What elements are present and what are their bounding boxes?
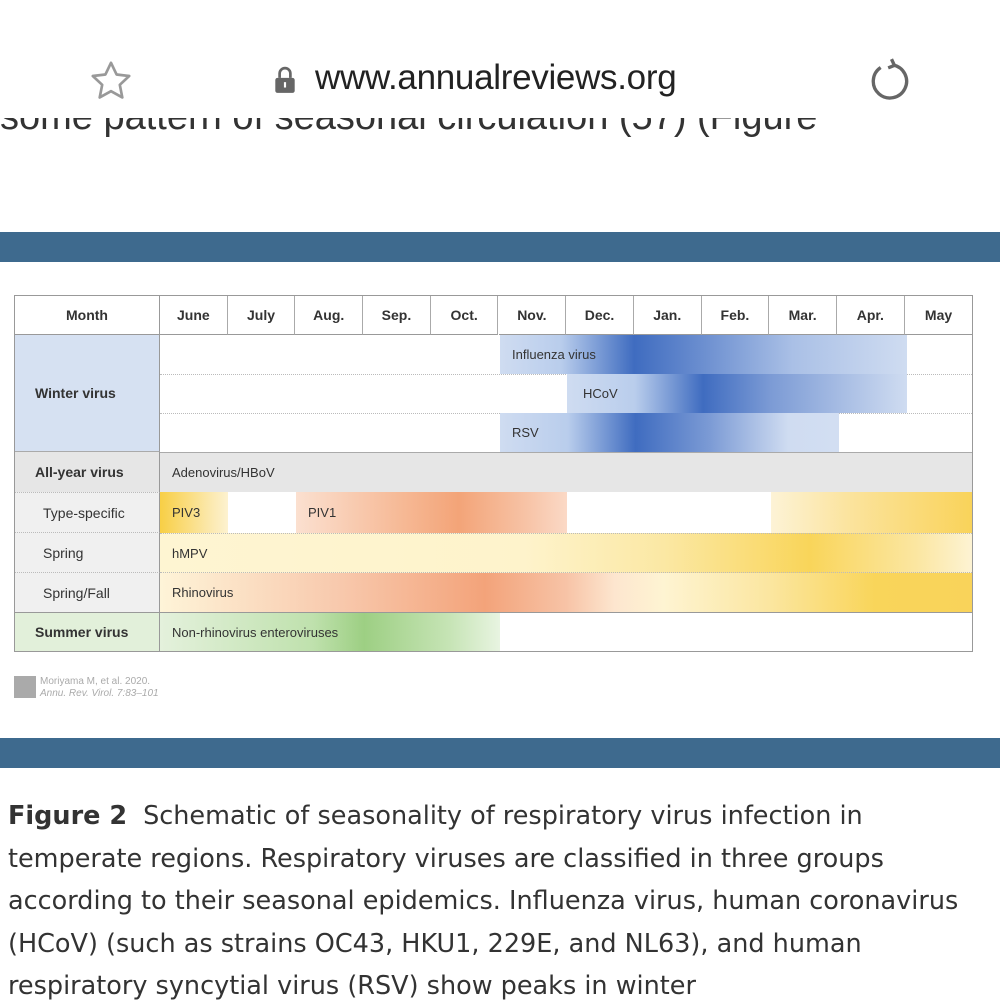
figure-credit: Moriyama M, et al. 2020. Annu. Rev. Virol… <box>14 676 159 700</box>
header-month-cell: Jan. <box>633 296 702 335</box>
header-month-cell: Mar. <box>769 296 837 335</box>
header-month-cell: Aug. <box>295 296 364 335</box>
credit-line-2: Annu. Rev. Virol. 7:83–101 <box>40 688 159 699</box>
bar-rhinovirus: Rhinovirus <box>160 573 972 613</box>
credit-line-1: Moriyama M, et al. 2020. <box>40 676 151 687</box>
bar-influenza: Influenza virus <box>500 335 907 374</box>
header-month-cell: Nov. <box>498 296 567 335</box>
header-month-cell: Sep. <box>363 296 431 335</box>
bar-piv3-spring <box>771 492 972 533</box>
header-month-cell: June <box>160 296 228 335</box>
header-month-cell: Feb. <box>701 296 770 335</box>
header-month-cell: Oct. <box>430 296 499 335</box>
group-winter: Winter virus <box>15 335 160 452</box>
bar-rsv: RSV <box>500 413 839 452</box>
header-month-cell: May <box>904 296 973 335</box>
header-month-cell: Dec. <box>566 296 634 335</box>
figure-caption: Figure 2 Schematic of seasonality of resp… <box>8 795 998 1008</box>
seasonality-table: Month June July Aug. Sep. Oct. Nov. Dec. Jan. Fe… <box>14 295 973 652</box>
reload-icon[interactable] <box>864 56 914 106</box>
caption-text: Schematic of seasonality of respiratory … <box>8 801 959 1001</box>
bar-piv1: PIV1 <box>296 492 567 533</box>
figure-bottom-band <box>0 738 1000 768</box>
bar-hmpv: hMPV <box>160 533 972 573</box>
bar-adenovirus-hboV: Adenovirus/HBoV <box>160 452 972 492</box>
lock-icon <box>275 66 295 93</box>
header-month: Month <box>15 296 160 335</box>
group-summer: Summer virus <box>15 613 160 651</box>
bar-piv3: PIV3 <box>160 492 228 533</box>
figure-top-band <box>0 232 1000 262</box>
group-spring-fall: Spring/Fall <box>15 573 160 613</box>
group-type-specific: Type-specific <box>15 492 160 533</box>
bar-hcov: HCoV <box>567 374 907 413</box>
group-all-year: All-year virus <box>15 452 160 492</box>
clipped-article-text: some pattern of seasonal circulation (57… <box>0 118 1000 148</box>
header-month-cell: Apr. <box>837 296 905 335</box>
star-icon[interactable] <box>88 58 134 104</box>
bar-enteroviruses: Non-rhinovirus enteroviruses <box>160 613 500 651</box>
annual-reviews-logo <box>14 676 36 698</box>
group-spring: Spring <box>15 533 160 573</box>
url-text[interactable]: www.annualreviews.org <box>315 58 677 97</box>
caption-label: Figure 2 <box>8 801 128 831</box>
clipped-text: some pattern of seasonal circulation (57… <box>0 118 817 139</box>
header-month-cell: July <box>227 296 296 335</box>
